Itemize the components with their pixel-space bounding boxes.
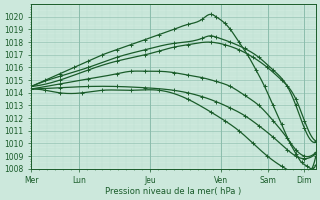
X-axis label: Pression niveau de la mer( hPa ): Pression niveau de la mer( hPa ) (105, 187, 242, 196)
